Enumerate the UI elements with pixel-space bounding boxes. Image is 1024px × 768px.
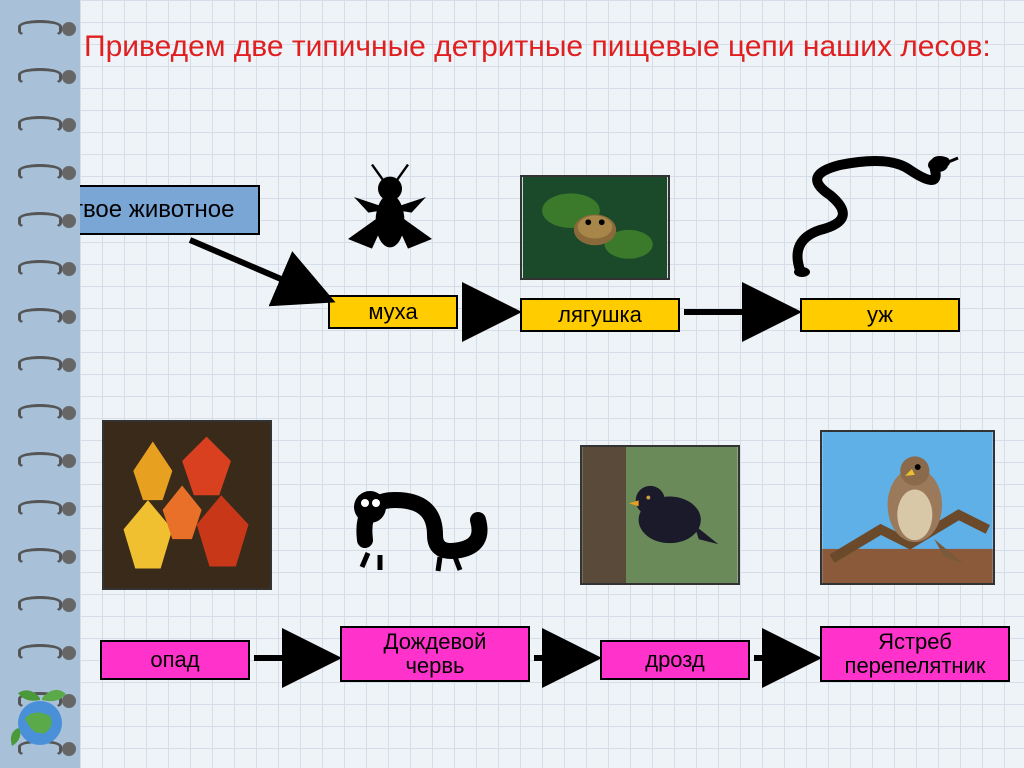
spiral-hole <box>62 598 76 612</box>
eco-globe-icon <box>0 678 80 758</box>
node-label: дрозд <box>645 647 705 673</box>
spiral-hole <box>62 166 76 180</box>
spiral-hole <box>62 406 76 420</box>
node-snake: уж <box>800 298 960 332</box>
spiral-binding <box>0 0 80 768</box>
frog-image <box>520 175 670 280</box>
arrow-dead_animal-fly <box>190 240 330 300</box>
spiral-hole <box>62 358 76 372</box>
spiral-hole <box>62 502 76 516</box>
page-surface: Приведем две типичные детритные пищевые … <box>80 0 1024 768</box>
spiral-ring <box>18 116 62 134</box>
node-label: уж <box>867 302 893 328</box>
spiral-hole <box>62 214 76 228</box>
fly-image <box>320 155 460 275</box>
node-thrush: дрозд <box>600 640 750 680</box>
spiral-ring <box>18 212 62 230</box>
node-hawk: Ястребперепелятник <box>820 626 1010 682</box>
leaves-image <box>102 420 272 590</box>
hawk-image <box>820 430 995 585</box>
thrush-image <box>580 445 740 585</box>
spiral-hole <box>62 550 76 564</box>
worm-image <box>340 445 500 585</box>
spiral-hole <box>62 70 76 84</box>
node-label: опад <box>150 647 199 673</box>
node-label: Ястребперепелятник <box>845 630 986 678</box>
node-label: муха <box>368 299 417 325</box>
spiral-ring <box>18 68 62 86</box>
snake-image <box>780 140 960 290</box>
spiral-hole <box>62 22 76 36</box>
spiral-ring <box>18 404 62 422</box>
spiral-hole <box>62 310 76 324</box>
spiral-ring <box>18 356 62 374</box>
spiral-ring <box>18 308 62 326</box>
spiral-ring <box>18 260 62 278</box>
spiral-hole <box>62 118 76 132</box>
spiral-ring <box>18 500 62 518</box>
node-litter: опад <box>100 640 250 680</box>
node-worm: Дождевойчервь <box>340 626 530 682</box>
spiral-ring <box>18 20 62 38</box>
node-label: Дождевойчервь <box>384 630 487 678</box>
spiral-ring <box>18 452 62 470</box>
spiral-ring <box>18 596 62 614</box>
node-frog: лягушка <box>520 298 680 332</box>
spiral-hole <box>62 262 76 276</box>
page-title: Приведем две типичные детритные пищевые … <box>80 28 991 66</box>
spiral-ring <box>18 644 62 662</box>
spiral-ring <box>18 548 62 566</box>
spiral-ring <box>18 164 62 182</box>
node-label: лягушка <box>558 302 642 328</box>
spiral-hole <box>62 454 76 468</box>
node-fly: муха <box>328 295 458 329</box>
spiral-hole <box>62 646 76 660</box>
